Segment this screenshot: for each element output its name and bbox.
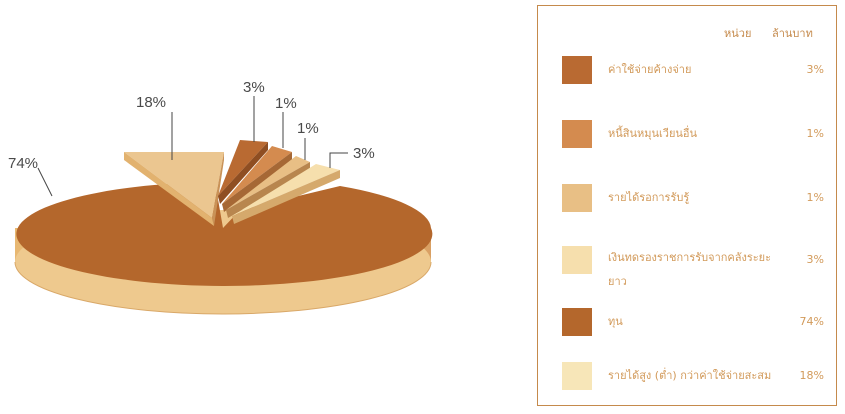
legend-amount-header: ล้านบาท: [772, 27, 813, 40]
pie-slice-1-b: [226, 156, 310, 218]
pie-slice-3-a: [218, 140, 268, 204]
legend-swatch: [562, 308, 592, 336]
pie-slice-18: [124, 152, 224, 226]
pct-label-3-a: 3%: [243, 79, 265, 96]
legend-swatch: [562, 362, 592, 390]
leader-3-b: [329, 152, 348, 168]
legend-label: เงินทดรองราชการรับจากคลังระยะยาว: [608, 251, 772, 288]
pct-label-1-b: 1%: [297, 120, 319, 137]
pct-label-1-a: 1%: [275, 95, 297, 112]
legend-label: ทุน: [608, 315, 623, 328]
legend-value: 3%: [806, 63, 824, 76]
legend-value: 3%: [806, 253, 824, 266]
pct-label-18: 18%: [136, 94, 166, 111]
legend-unit-header: หน่วย: [724, 27, 752, 40]
legend-value: 18%: [799, 369, 824, 382]
legend-swatch: [562, 56, 592, 84]
legend-value: 1%: [806, 127, 824, 140]
pct-label-74: 74%: [8, 155, 38, 172]
legend-label: รายได้สูง (ต่ำ) กว่าค่าใช้จ่ายสะสม: [608, 369, 772, 382]
legend-label: หนี้สินหมุนเวียนอื่น: [608, 127, 698, 140]
pie-chart: 74% 18% 3% 1% 1% 3%: [8, 79, 433, 315]
leader-74: [37, 167, 53, 197]
pie-slice-74: [14, 182, 433, 315]
legend-label: รายได้รอการรับรู้: [608, 191, 690, 204]
legend-value: 1%: [806, 191, 824, 204]
legend-swatch: [562, 184, 592, 212]
chart-legend: หน่วย ล้านบาท ค่าใช้จ่ายค้างจ่าย 3% หนี้…: [537, 5, 837, 406]
pie-slice-3-b: [232, 164, 340, 224]
pie-slice-1-a: [222, 146, 292, 212]
pct-label-3-b: 3%: [353, 145, 375, 162]
legend-swatch: [562, 246, 592, 274]
legend-value: 74%: [799, 315, 824, 328]
legend-swatch: [562, 120, 592, 148]
legend-label: ค่าใช้จ่ายค้างจ่าย: [608, 63, 692, 76]
